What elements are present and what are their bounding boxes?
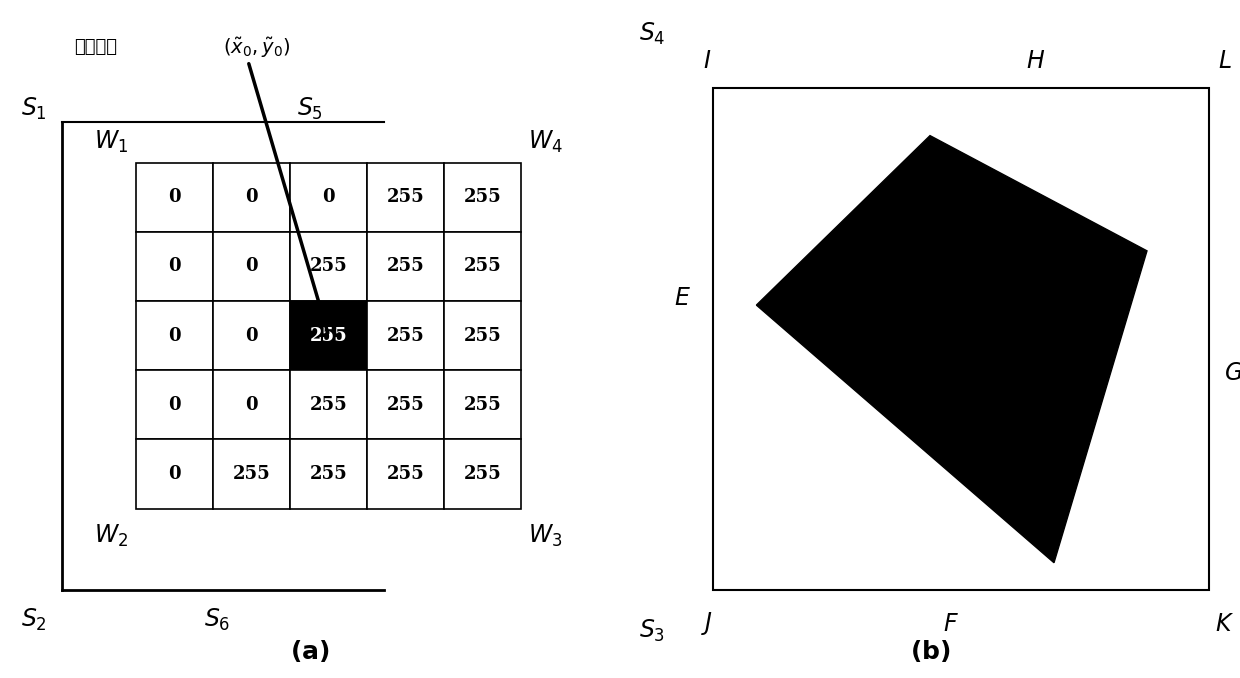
Polygon shape — [756, 136, 1147, 563]
Bar — [367, 163, 444, 232]
Bar — [444, 163, 521, 232]
Text: $K$: $K$ — [1215, 612, 1234, 636]
Bar — [290, 232, 367, 301]
Text: $S_5$: $S_5$ — [298, 96, 322, 121]
Text: 0: 0 — [246, 188, 258, 206]
Bar — [290, 370, 367, 439]
Text: 255: 255 — [387, 396, 424, 414]
Text: $E$: $E$ — [673, 286, 691, 311]
Bar — [213, 301, 290, 370]
Text: 255: 255 — [233, 465, 270, 483]
Bar — [444, 439, 521, 508]
Bar — [136, 232, 213, 301]
Bar — [367, 439, 444, 508]
Text: 255: 255 — [464, 396, 501, 414]
Text: $J$: $J$ — [701, 610, 713, 637]
Text: 255: 255 — [387, 327, 424, 344]
Text: $S_6$: $S_6$ — [203, 607, 231, 633]
Text: $W_1$: $W_1$ — [94, 129, 129, 155]
Text: 0: 0 — [246, 327, 258, 344]
Bar — [367, 301, 444, 370]
Text: 255: 255 — [464, 188, 501, 206]
Text: $I$: $I$ — [703, 49, 711, 73]
Text: 255: 255 — [387, 188, 424, 206]
Text: 255: 255 — [310, 465, 347, 483]
Text: 0: 0 — [246, 396, 258, 414]
Text: $(\tilde{x}_0,\tilde{y}_0)$: $(\tilde{x}_0,\tilde{y}_0)$ — [223, 35, 290, 60]
Text: 255: 255 — [310, 327, 347, 344]
Bar — [444, 232, 521, 301]
Text: $G$: $G$ — [1224, 361, 1240, 385]
Bar — [136, 163, 213, 232]
Text: $W_2$: $W_2$ — [94, 523, 129, 549]
Text: $S_3$: $S_3$ — [639, 618, 665, 643]
Text: 255: 255 — [310, 396, 347, 414]
Bar — [290, 439, 367, 508]
Text: $\bf{(b)}$: $\bf{(b)}$ — [910, 638, 950, 664]
Text: 0: 0 — [169, 465, 181, 483]
Text: 0: 0 — [322, 188, 335, 206]
Text: 0: 0 — [169, 327, 181, 344]
Text: $S_1$: $S_1$ — [21, 96, 47, 121]
Bar — [367, 232, 444, 301]
Text: 255: 255 — [310, 258, 347, 275]
Text: $S_2$: $S_2$ — [21, 607, 47, 633]
Text: 255: 255 — [464, 327, 501, 344]
Bar — [213, 232, 290, 301]
Text: $L$: $L$ — [1218, 49, 1231, 73]
Bar — [136, 370, 213, 439]
Text: $\bf{(a)}$: $\bf{(a)}$ — [290, 638, 330, 664]
Text: 255: 255 — [387, 465, 424, 483]
Text: $W_4$: $W_4$ — [528, 129, 563, 155]
Bar — [213, 163, 290, 232]
Text: 255: 255 — [464, 258, 501, 275]
Text: $S_4$: $S_4$ — [639, 21, 665, 47]
Bar — [213, 439, 290, 508]
Text: 0: 0 — [169, 396, 181, 414]
Bar — [136, 439, 213, 508]
Text: 0: 0 — [169, 258, 181, 275]
Text: $F$: $F$ — [944, 612, 959, 636]
Bar — [213, 370, 290, 439]
Text: 0: 0 — [246, 258, 258, 275]
Text: 255: 255 — [387, 258, 424, 275]
Text: $H$: $H$ — [1025, 49, 1045, 73]
Text: $W_3$: $W_3$ — [528, 523, 563, 549]
Bar — [444, 370, 521, 439]
Text: 0: 0 — [169, 188, 181, 206]
Bar — [713, 88, 1209, 590]
Text: 255: 255 — [464, 465, 501, 483]
Bar — [367, 370, 444, 439]
Bar — [136, 301, 213, 370]
Bar — [444, 301, 521, 370]
Bar — [290, 301, 367, 370]
Text: 坐标为：: 坐标为： — [74, 39, 118, 56]
Bar — [290, 163, 367, 232]
